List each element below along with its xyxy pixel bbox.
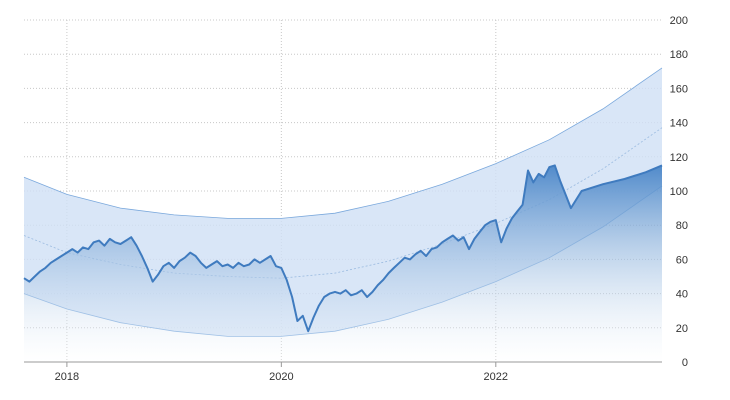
y-tick-label: 20 bbox=[676, 323, 688, 335]
y-tick-label: 40 bbox=[676, 289, 688, 301]
x-tick-label: 2022 bbox=[484, 371, 508, 383]
y-tick-label: 80 bbox=[676, 220, 688, 232]
y-tick-label: 100 bbox=[670, 186, 688, 198]
y-tick-label: 200 bbox=[670, 15, 688, 27]
y-tick-label: 120 bbox=[670, 152, 688, 164]
x-tick-label: 2020 bbox=[269, 371, 293, 383]
y-tick-label: 140 bbox=[670, 118, 688, 130]
y-tick-label: 60 bbox=[676, 254, 688, 266]
y-tick-label: 160 bbox=[670, 83, 688, 95]
y-tick-label: 0 bbox=[682, 357, 688, 369]
x-tick-label: 2018 bbox=[55, 371, 79, 383]
y-tick-label: 180 bbox=[670, 49, 688, 61]
